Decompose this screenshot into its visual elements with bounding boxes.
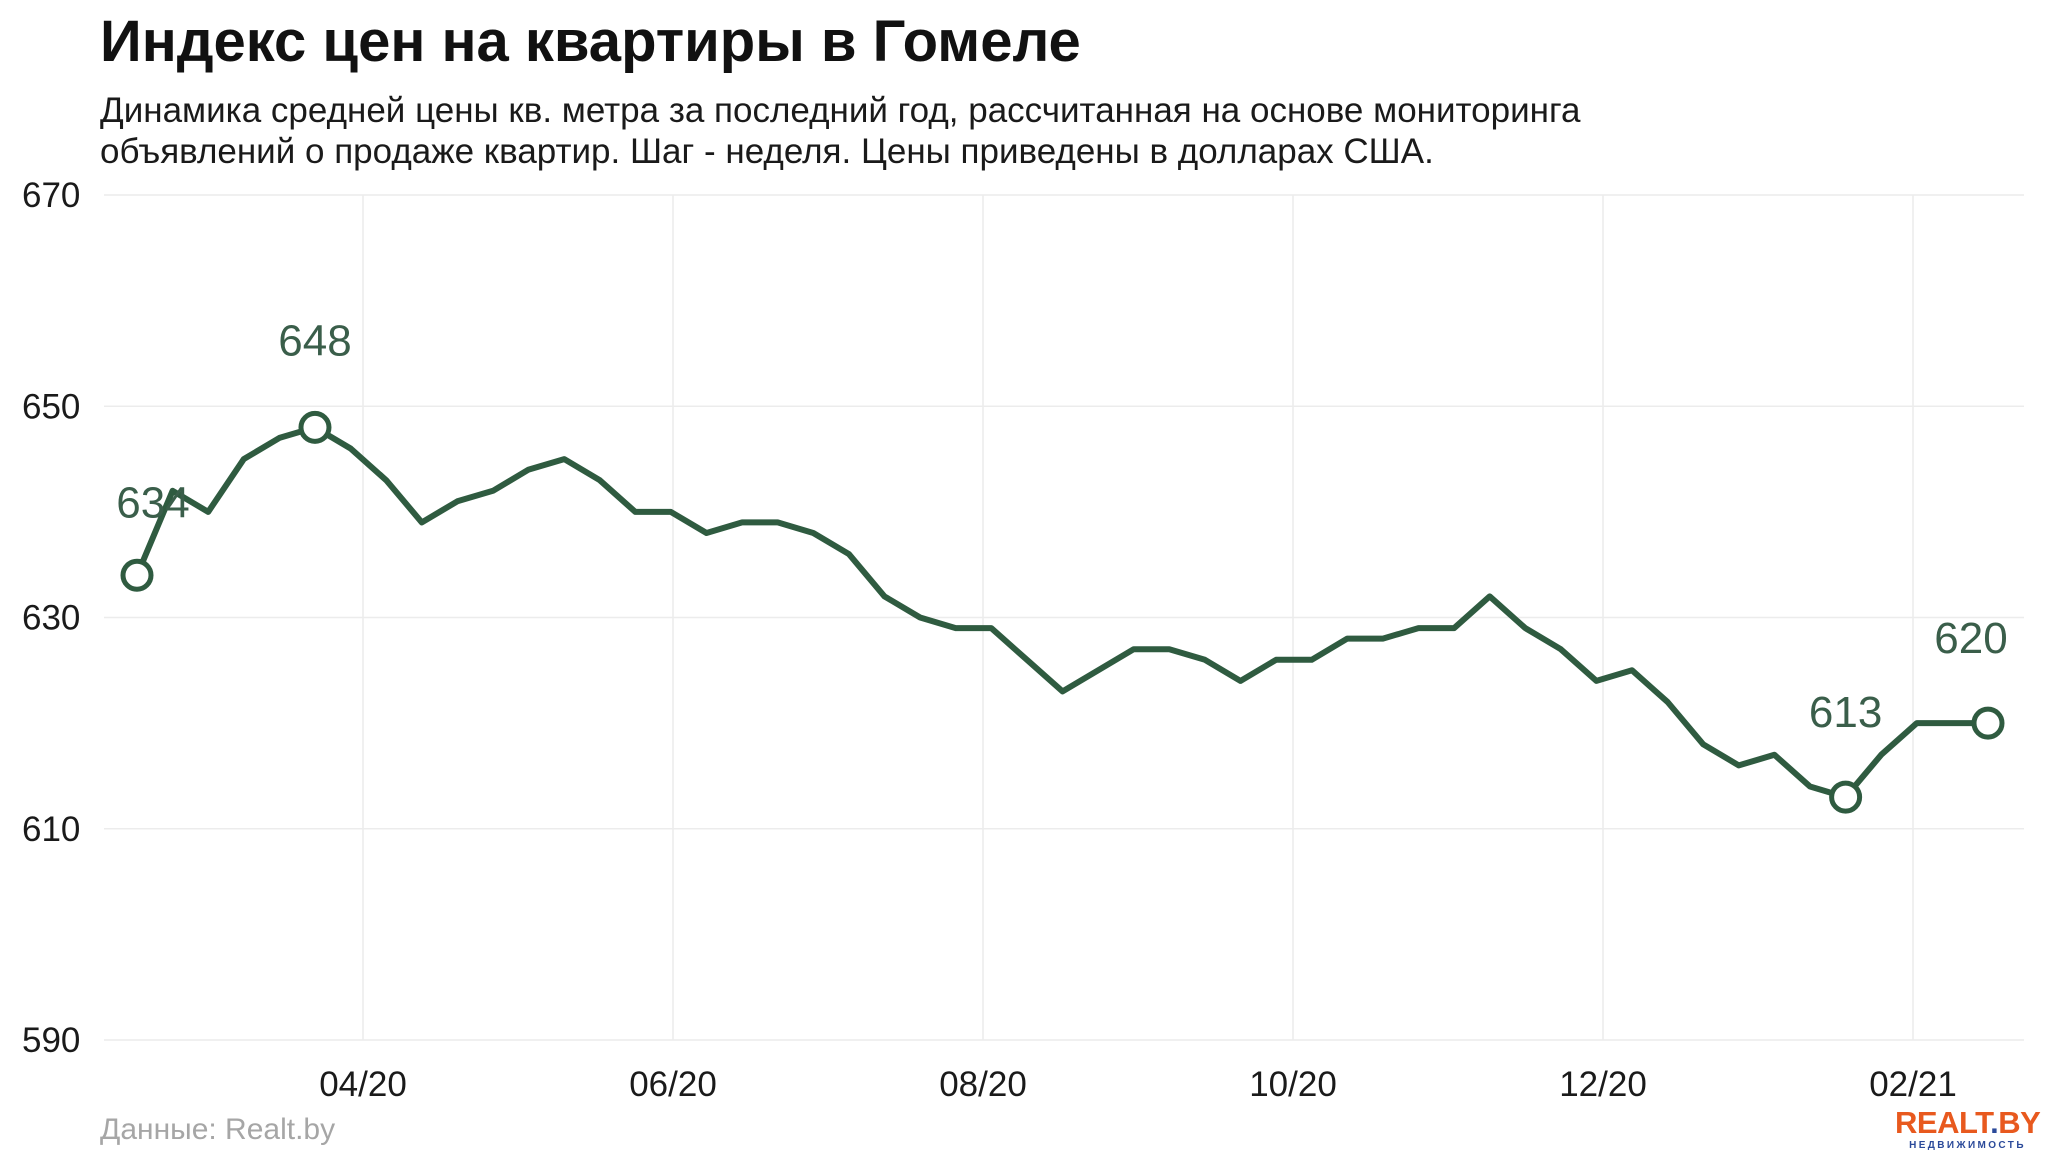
annotated-point-marker [1971,706,2005,740]
annotated-point-marker [298,410,332,444]
x-tick-label: 12/20 [1559,1065,1647,1104]
series-line [134,424,1991,801]
x-tick-label: 06/20 [629,1065,717,1104]
data-label: 620 [1934,614,2007,663]
y-axis-ticks: 590 610 630 650 670 [22,176,80,1060]
data-source: Данные: Realt.by [100,1113,336,1146]
y-tick-label: 650 [22,387,80,426]
logo-wordmark: REALT.BY [1895,1105,2041,1140]
y-tick-label: 610 [22,810,80,849]
annotated-point-marker [120,558,154,592]
y-tick-label: 670 [22,176,80,215]
x-tick-label: 04/20 [319,1065,407,1104]
annotated-point-marker [1829,780,1863,814]
chart-title: Индекс цен на квартиры в Гомеле [100,9,1081,74]
realt-by-logo: REALT.BY НЕДВИЖИМОСТЬ [1895,1105,2041,1152]
annotations: 634 648 613 620 [116,316,2008,814]
y-tick-label: 590 [22,1021,80,1060]
y-tick-label: 630 [22,599,80,638]
grid-lines [104,194,2024,1041]
x-tick-label: 08/20 [939,1065,1027,1104]
x-axis-ticks: 04/20 06/20 08/20 10/20 12/20 02/21 [319,1065,1957,1104]
logo-tagline: НЕДВИЖИМОСТЬ [1909,1140,2026,1151]
subtitle-line-2: объявлений о продаже квартир. Шаг - неде… [100,132,1434,171]
x-tick-label: 10/20 [1249,1065,1337,1104]
data-label: 634 [116,478,189,527]
data-label: 613 [1809,688,1882,737]
chart-subtitle: Динамика средней цены кв. метра за после… [100,90,1900,172]
logo-dot: . [1990,1105,1999,1140]
logo-part-a: REALT [1895,1105,1991,1140]
series-layer [134,424,1991,801]
data-label: 648 [278,316,351,365]
subtitle-line-1: Динамика средней цены кв. метра за после… [100,91,1581,130]
logo-part-b: BY [1998,1105,2041,1140]
x-tick-label: 02/21 [1869,1065,1957,1104]
